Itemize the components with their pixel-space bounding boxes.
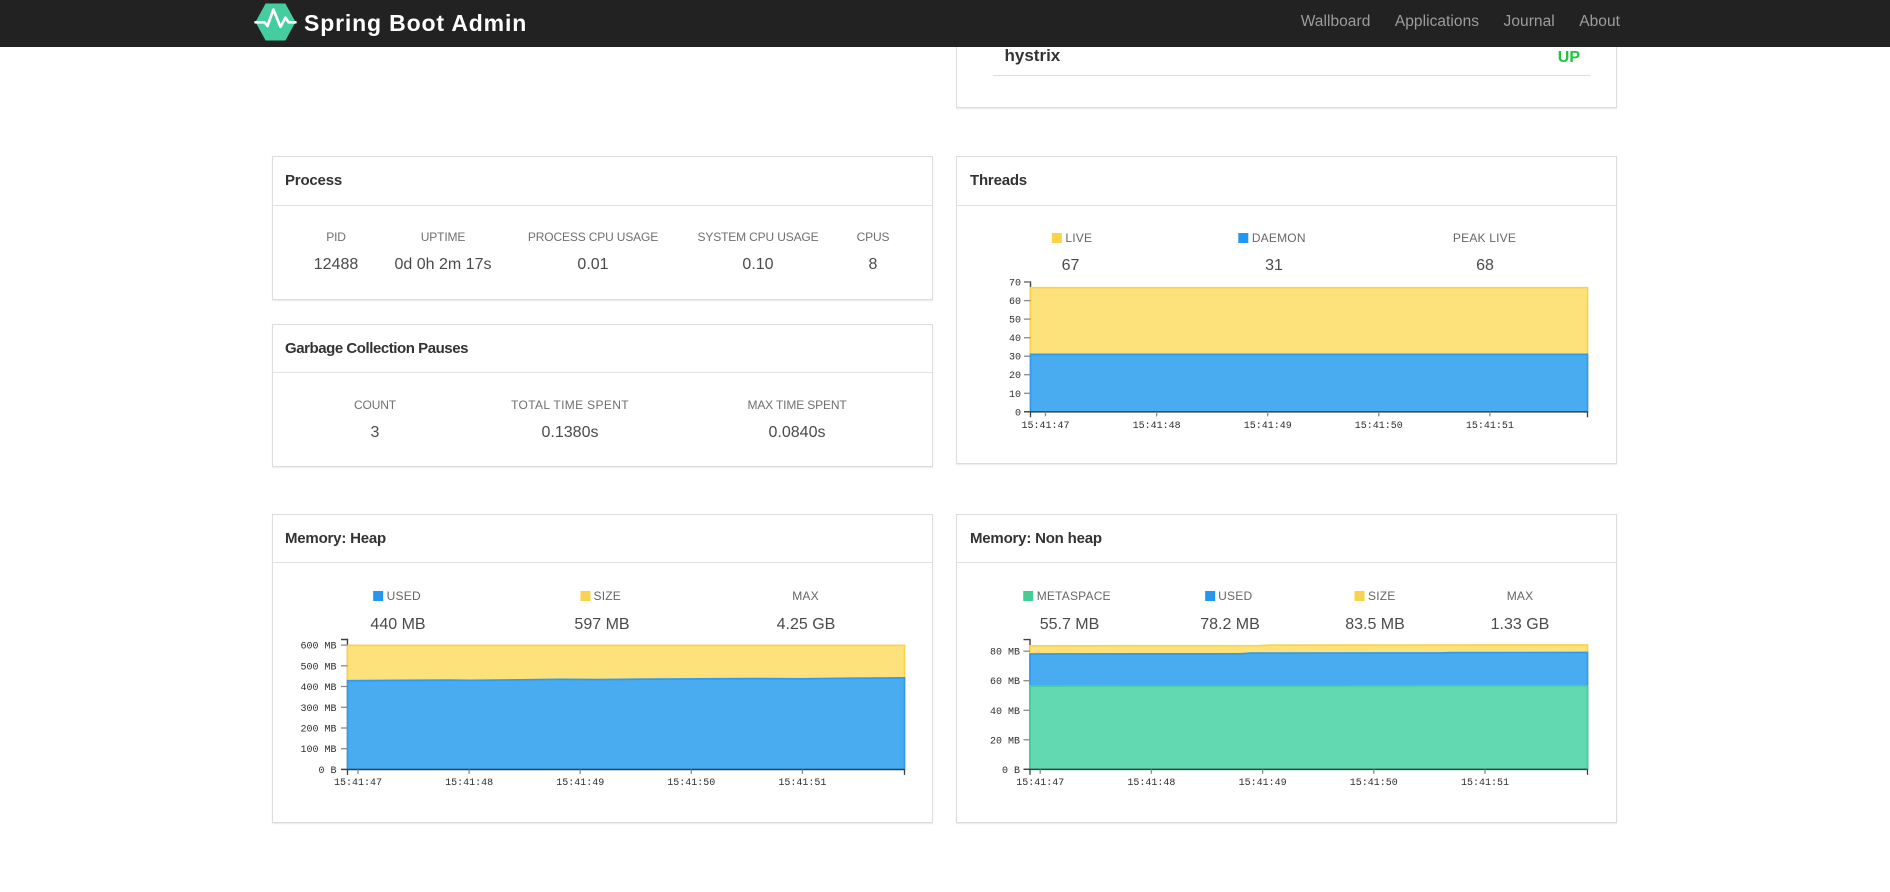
- svg-text:300 MB: 300 MB: [300, 704, 336, 715]
- svg-text:200 MB: 200 MB: [300, 725, 336, 736]
- svg-text:10: 10: [1008, 389, 1020, 400]
- svg-text:40 MB: 40 MB: [989, 707, 1019, 718]
- svg-text:500 MB: 500 MB: [300, 662, 336, 673]
- svg-text:15:41:49: 15:41:49: [1238, 778, 1286, 789]
- svg-text:15:41:49: 15:41:49: [556, 778, 604, 789]
- svg-text:15:41:48: 15:41:48: [445, 778, 493, 789]
- svg-text:400 MB: 400 MB: [300, 683, 336, 694]
- svg-text:600 MB: 600 MB: [300, 642, 336, 653]
- svg-text:70: 70: [1008, 278, 1020, 289]
- svg-text:15:41:47: 15:41:47: [333, 778, 381, 789]
- svg-text:15:41:47: 15:41:47: [1021, 421, 1069, 432]
- svg-text:100 MB: 100 MB: [300, 745, 336, 756]
- svg-text:15:41:50: 15:41:50: [1354, 421, 1402, 432]
- svg-text:0: 0: [1014, 408, 1020, 419]
- svg-text:50: 50: [1008, 315, 1020, 326]
- svg-text:15:41:48: 15:41:48: [1132, 421, 1180, 432]
- svg-text:80 MB: 80 MB: [989, 648, 1019, 659]
- svg-text:15:41:51: 15:41:51: [1465, 421, 1513, 432]
- svg-text:15:41:50: 15:41:50: [1349, 778, 1397, 789]
- svg-text:15:41:51: 15:41:51: [1460, 778, 1508, 789]
- svg-text:15:41:47: 15:41:47: [1016, 778, 1064, 789]
- svg-text:60 MB: 60 MB: [989, 677, 1019, 688]
- svg-text:15:41:51: 15:41:51: [778, 778, 826, 789]
- svg-text:60: 60: [1008, 297, 1020, 308]
- svg-text:15:41:50: 15:41:50: [667, 778, 715, 789]
- svg-text:20 MB: 20 MB: [989, 736, 1019, 747]
- svg-text:15:41:48: 15:41:48: [1127, 778, 1175, 789]
- svg-text:15:41:49: 15:41:49: [1243, 421, 1291, 432]
- svg-text:0 B: 0 B: [318, 766, 336, 777]
- svg-text:20: 20: [1008, 371, 1020, 382]
- svg-text:40: 40: [1008, 334, 1020, 345]
- svg-text:30: 30: [1008, 352, 1020, 363]
- svg-text:0 B: 0 B: [1001, 766, 1019, 777]
